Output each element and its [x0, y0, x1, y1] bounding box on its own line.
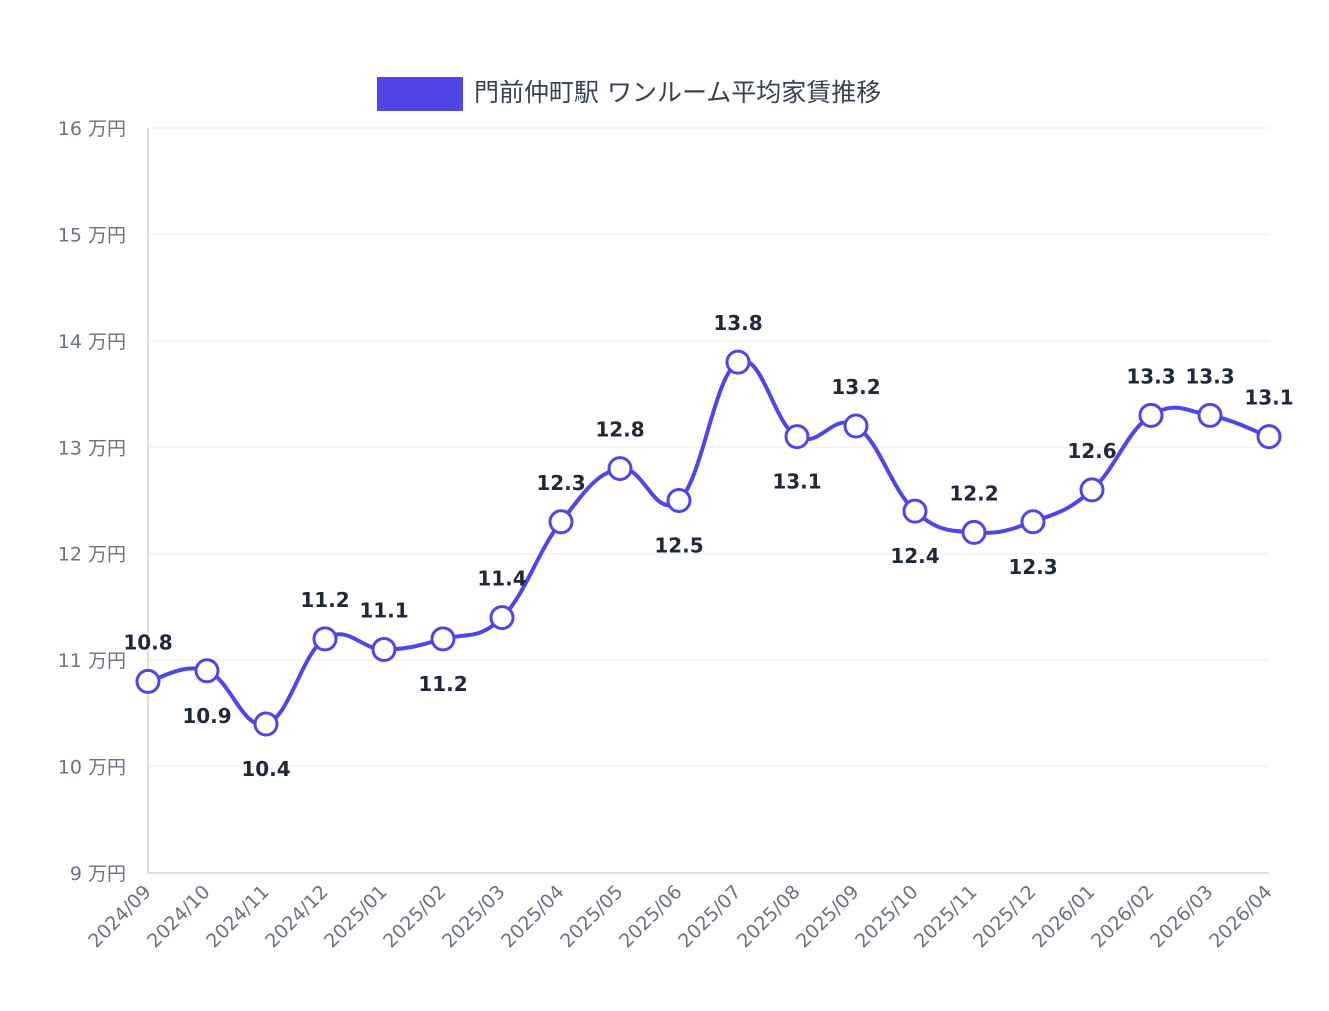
x-tick-label: 2024/12: [261, 881, 332, 952]
data-point[interactable]: [253, 711, 279, 737]
x-tick-label: 2025/01: [320, 881, 391, 952]
x-tick-label: 2025/06: [615, 881, 686, 952]
x-tick-label: 2024/10: [143, 881, 214, 952]
data-point[interactable]: [430, 626, 456, 652]
x-tick-label: 2025/05: [556, 881, 627, 952]
x-tick-label: 2025/12: [969, 881, 1040, 952]
data-label: 12.5: [654, 534, 703, 558]
data-label: 10.4: [241, 757, 290, 781]
x-tick-label: 2025/09: [792, 881, 863, 952]
data-label: 13.3: [1126, 364, 1175, 388]
data-label: 13.2: [831, 375, 880, 399]
data-point[interactable]: [961, 519, 987, 545]
x-tick-label: 2025/08: [733, 881, 804, 952]
data-label: 13.8: [713, 311, 762, 335]
data-label: 12.4: [890, 544, 939, 568]
y-tick-label: 15 万円: [58, 224, 126, 246]
y-tick-label: 10 万円: [58, 757, 126, 779]
x-tick-label: 2024/11: [202, 881, 273, 952]
x-tick-label: 2026/04: [1205, 881, 1276, 952]
x-tick-label: 2025/11: [910, 881, 981, 952]
data-point[interactable]: [312, 626, 338, 652]
data-label: 11.2: [418, 672, 467, 696]
x-axis-ticks: 2024/092024/102024/112024/122025/012025/…: [84, 881, 1276, 952]
data-label: 13.3: [1185, 364, 1234, 388]
data-label: 12.2: [949, 481, 998, 505]
data-points: [135, 349, 1282, 737]
x-tick-label: 2025/02: [379, 881, 450, 952]
data-point[interactable]: [1138, 402, 1164, 428]
x-tick-label: 2026/03: [1146, 881, 1217, 952]
data-point[interactable]: [1197, 402, 1223, 428]
data-label: 12.3: [536, 471, 585, 495]
x-tick-label: 2025/04: [497, 881, 568, 952]
x-tick-label: 2025/03: [438, 881, 509, 952]
data-point[interactable]: [1256, 424, 1282, 450]
data-point[interactable]: [548, 509, 574, 535]
y-tick-label: 14 万円: [58, 331, 126, 353]
data-point[interactable]: [666, 488, 692, 513]
y-axis-ticks: 9 万円 10 万円 11 万円 12 万円 13 万円 14 万円 15 万円 16 万円: [58, 118, 126, 885]
data-point[interactable]: [1079, 477, 1105, 503]
data-label: 13.1: [772, 470, 821, 494]
data-point[interactable]: [902, 498, 928, 524]
legend-label: 門前仲町駅 ワンルーム平均家賃推移: [474, 78, 881, 107]
y-tick-label: 13 万円: [58, 437, 126, 459]
data-label: 12.6: [1067, 439, 1116, 463]
y-tick-label: 11 万円: [58, 650, 126, 672]
data-point[interactable]: [194, 658, 220, 684]
data-point[interactable]: [489, 605, 515, 631]
data-point[interactable]: [784, 424, 810, 450]
x-tick-label: 2026/02: [1087, 881, 1158, 952]
data-label: 10.9: [182, 704, 231, 728]
data-label: 13.1: [1244, 386, 1293, 410]
series-line: [146, 358, 1271, 727]
data-label: 11.2: [300, 588, 349, 612]
data-label: 11.1: [359, 599, 408, 623]
x-tick-label: 2025/07: [674, 881, 745, 952]
x-tick-label: 2025/10: [851, 881, 922, 952]
axes: [147, 128, 1269, 874]
gridlines: [148, 127, 1269, 874]
data-label: 12.8: [595, 418, 644, 442]
legend-swatch: [377, 77, 463, 111]
data-label: 12.3: [1008, 555, 1057, 579]
legend[interactable]: 門前仲町駅 ワンルーム平均家賃推移: [377, 77, 881, 111]
data-point[interactable]: [1020, 509, 1046, 535]
data-point[interactable]: [135, 668, 161, 694]
data-point[interactable]: [371, 637, 397, 662]
y-tick-label: 9 万円: [70, 863, 126, 885]
y-tick-label: 16 万円: [58, 118, 126, 140]
y-tick-label: 12 万円: [58, 544, 126, 566]
data-labels: 10.8 10.9 10.4 11.2 11.1 11.2 11.4 12.3 12.8 12.5…: [123, 311, 1293, 781]
x-tick-label: 2026/01: [1028, 881, 1099, 952]
data-label: 10.8: [123, 630, 172, 654]
data-point[interactable]: [607, 456, 633, 482]
data-point[interactable]: [843, 413, 869, 439]
data-label: 11.4: [477, 567, 526, 591]
x-tick-label: 2024/09: [84, 881, 155, 952]
data-point[interactable]: [725, 349, 751, 375]
